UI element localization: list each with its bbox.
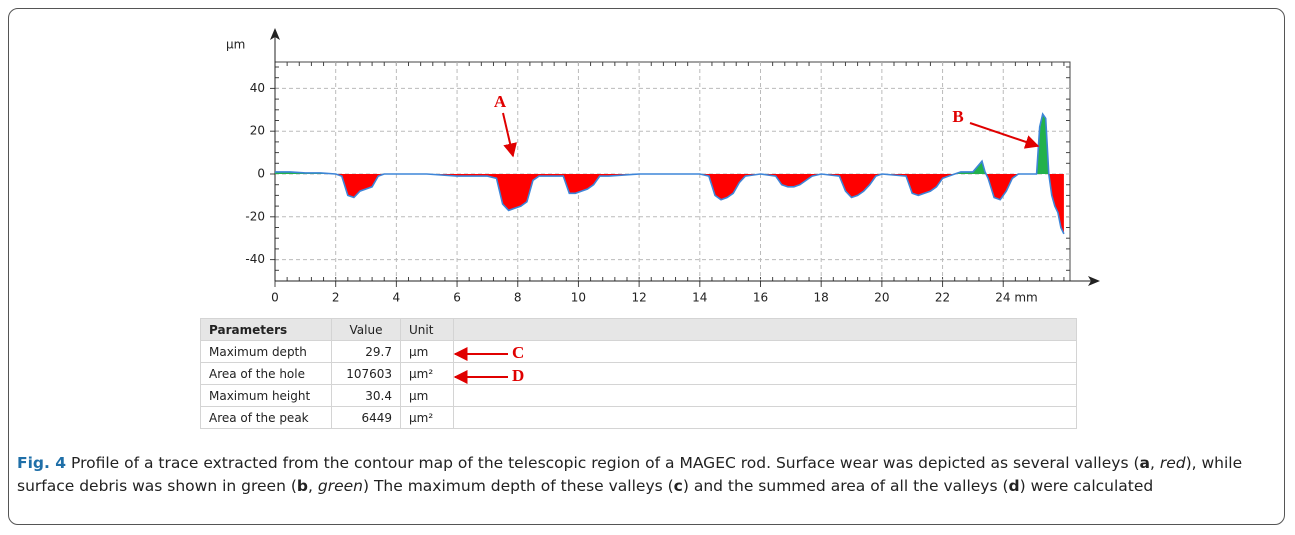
table-cell: Area of the peak — [200, 406, 332, 429]
table-cell: Maximum height — [200, 384, 332, 407]
annotation: A — [494, 92, 507, 111]
y-tick-label: 20 — [250, 124, 265, 138]
table-row: Maximum depth 29.7 µm — [200, 340, 1077, 363]
caption-text: ) were calculated — [1019, 477, 1154, 495]
table-cell — [453, 406, 1077, 429]
valley-area — [275, 174, 1064, 234]
x-tick-label: 14 — [692, 291, 707, 305]
x-tick-label: 4 — [393, 291, 401, 305]
caption-text: red — [1159, 454, 1186, 472]
y-axis-label: µm — [226, 38, 245, 52]
table-cell: µm — [400, 340, 454, 363]
table-row: Area of the hole 107603 µm² — [200, 362, 1077, 385]
x-tick-label: 24 mm — [995, 291, 1037, 305]
y-tick-label: -40 — [245, 252, 265, 266]
caption: Fig. 4 Profile of a trace extracted from… — [17, 452, 1272, 498]
table-cell — [453, 384, 1077, 407]
x-tick-label: 8 — [514, 291, 522, 305]
caption-text: d — [1008, 477, 1020, 495]
caption-text: green — [317, 477, 363, 495]
table-cell: µm² — [400, 362, 454, 385]
caption-text: b — [296, 477, 309, 495]
x-tick-label: 20 — [874, 291, 889, 305]
caption-text: ) and the summed area of all the valleys… — [682, 477, 1009, 495]
x-tick-label: 0 — [271, 291, 279, 305]
table-cell: µm — [400, 384, 454, 407]
table-cell: Maximum depth — [200, 340, 332, 363]
x-tick-label: 16 — [753, 291, 768, 305]
table-cell — [453, 362, 1077, 385]
table-cell — [453, 340, 1077, 363]
table-cell: 6449 — [331, 406, 401, 429]
plot-frame — [274, 61, 1071, 282]
y-tick-label: 40 — [250, 81, 265, 95]
parameter-table: Parameters Value Unit Maximum depth 29.7 µ… — [200, 318, 1077, 429]
header-cell: Unit — [400, 318, 454, 341]
caption-text: ), while surface debris was shown in gre… — [17, 454, 1243, 495]
caption-text: c — [673, 477, 683, 495]
table-header: Parameters Value Unit — [200, 318, 1077, 341]
annotation-arrow — [502, 112, 517, 158]
x-tick-label: 18 — [814, 291, 829, 305]
table-cell: 29.7 — [331, 340, 401, 363]
caption-text: , — [308, 477, 318, 495]
figure-frame — [8, 8, 1285, 525]
header-cell — [453, 318, 1077, 341]
caption-text: a — [1139, 454, 1150, 472]
x-axis-arrow — [1088, 276, 1100, 286]
header-cell: Parameters — [200, 318, 332, 341]
header-cell: Value — [331, 318, 401, 341]
y-axis-arrow — [270, 28, 280, 40]
table-row: Maximum height 30.4 µm — [200, 384, 1077, 407]
annotation: B — [952, 107, 963, 126]
caption-label: Fig. 4 — [17, 454, 67, 472]
x-tick-label: 6 — [453, 291, 461, 305]
x-tick-label: 12 — [631, 291, 646, 305]
table-cell: µm² — [400, 406, 454, 429]
x-tick-label: 22 — [935, 291, 950, 305]
y-tick-label: 0 — [257, 167, 265, 181]
chart: µm -40 -20 0 20 40 0 2 4 6 8 10 12 14 16 18 20 22 24 mm A B — [226, 28, 1100, 305]
table-cell: 107603 — [331, 362, 401, 385]
table-cell: 30.4 — [331, 384, 401, 407]
table-cell: Area of the hole — [200, 362, 332, 385]
caption-text: Profile of a trace extracted from the co… — [66, 454, 1140, 472]
annotation-arrow — [969, 122, 1040, 149]
profile-line — [275, 112, 1065, 235]
table-row: Area of the peak 6449 µm² — [200, 406, 1077, 429]
y-tick-label: -20 — [245, 209, 265, 223]
caption-text: , — [1149, 454, 1160, 472]
caption-text: ) The maximum depth of these valleys ( — [362, 477, 674, 495]
x-tick-label: 10 — [571, 291, 586, 305]
x-tick-label: 2 — [332, 291, 340, 305]
